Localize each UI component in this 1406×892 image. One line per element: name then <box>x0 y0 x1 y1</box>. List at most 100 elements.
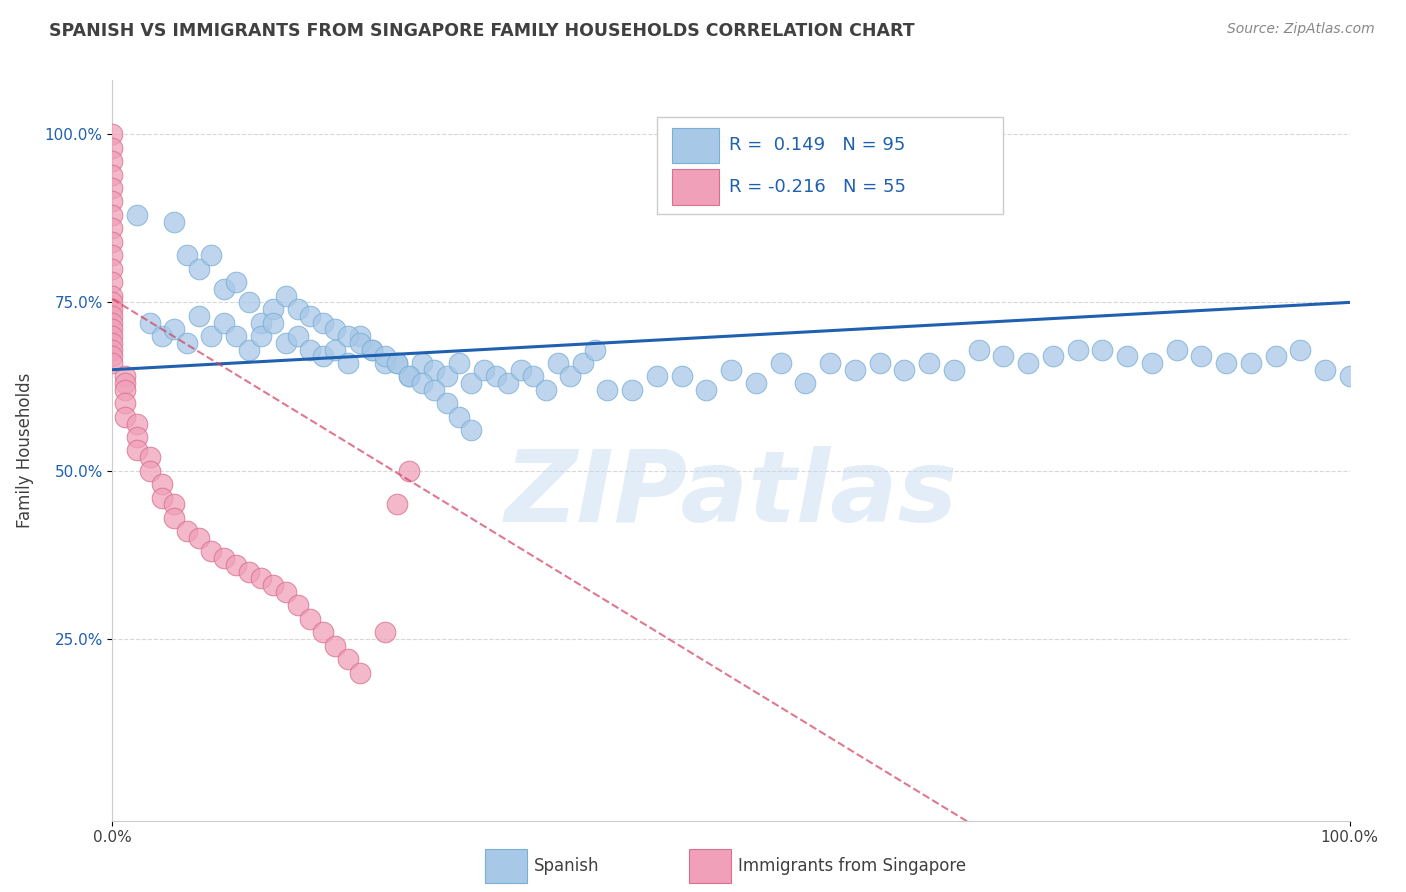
Point <box>101 261 124 276</box>
Point <box>262 578 284 592</box>
Point <box>299 343 322 357</box>
Point <box>212 316 235 330</box>
Point <box>101 343 124 357</box>
Point <box>1042 349 1064 363</box>
Point <box>127 443 149 458</box>
Point <box>250 329 273 343</box>
Point <box>967 343 990 357</box>
FancyBboxPatch shape <box>672 128 718 163</box>
FancyBboxPatch shape <box>672 169 718 204</box>
Point <box>274 584 297 599</box>
Text: ZIPatlas: ZIPatlas <box>505 446 957 543</box>
Point <box>138 464 160 478</box>
Point <box>398 369 420 384</box>
Point <box>1215 356 1237 370</box>
Point <box>312 625 335 640</box>
Point <box>1140 356 1163 370</box>
Point <box>200 329 222 343</box>
Point <box>436 396 458 410</box>
Point <box>163 497 186 511</box>
Point <box>385 497 408 511</box>
Point <box>423 362 446 376</box>
Point <box>645 369 668 384</box>
Point <box>323 639 346 653</box>
Point <box>411 376 433 391</box>
Point <box>794 376 817 391</box>
Point <box>101 127 124 141</box>
Point <box>893 362 915 376</box>
Point <box>547 356 569 370</box>
Point <box>138 450 160 465</box>
Point <box>869 356 891 370</box>
Point <box>176 248 198 262</box>
Point <box>238 343 260 357</box>
Point <box>188 261 211 276</box>
Point <box>250 571 273 585</box>
Point <box>163 510 186 524</box>
Point <box>349 335 371 350</box>
Point <box>212 282 235 296</box>
Point <box>150 329 173 343</box>
Point <box>385 356 408 370</box>
Point <box>1017 356 1039 370</box>
Point <box>101 208 124 222</box>
Point <box>818 356 841 370</box>
Point <box>571 356 593 370</box>
Point <box>323 343 346 357</box>
Y-axis label: Family Households: Family Households <box>15 373 34 528</box>
Point <box>101 221 124 235</box>
Point <box>101 275 124 289</box>
Point <box>200 544 222 558</box>
Point <box>101 302 124 317</box>
Point <box>101 154 124 169</box>
Point <box>1189 349 1212 363</box>
Point <box>695 383 717 397</box>
Point <box>150 491 173 505</box>
Point <box>398 464 420 478</box>
Point <box>188 309 211 323</box>
Point <box>993 349 1015 363</box>
Point <box>274 288 297 302</box>
Point <box>745 376 768 391</box>
Point <box>509 362 531 376</box>
Point <box>472 362 495 376</box>
Point <box>312 316 335 330</box>
Point <box>583 343 606 357</box>
Point <box>101 322 124 336</box>
Point <box>101 349 124 363</box>
Point <box>323 322 346 336</box>
Point <box>349 329 371 343</box>
Point <box>1166 343 1188 357</box>
Point <box>101 356 124 370</box>
Point <box>101 295 124 310</box>
Point <box>374 625 396 640</box>
Point <box>101 316 124 330</box>
Text: R = -0.216   N = 55: R = -0.216 N = 55 <box>728 178 905 196</box>
Point <box>225 329 247 343</box>
Point <box>423 383 446 397</box>
Point <box>299 309 322 323</box>
Point <box>101 329 124 343</box>
Point <box>398 369 420 384</box>
Point <box>150 477 173 491</box>
Point <box>361 343 384 357</box>
Point <box>238 295 260 310</box>
Point <box>720 362 742 376</box>
Point <box>1289 343 1312 357</box>
Point <box>176 335 198 350</box>
Point <box>101 235 124 249</box>
Point <box>299 612 322 626</box>
Point <box>101 248 124 262</box>
Point <box>101 140 124 154</box>
Point <box>262 316 284 330</box>
Point <box>349 665 371 680</box>
Point <box>274 335 297 350</box>
Point <box>127 208 149 222</box>
Point <box>114 376 136 391</box>
Point <box>287 599 309 613</box>
Point <box>844 362 866 376</box>
Point <box>212 551 235 566</box>
Point <box>447 409 470 424</box>
Point <box>176 524 198 539</box>
Point <box>522 369 544 384</box>
